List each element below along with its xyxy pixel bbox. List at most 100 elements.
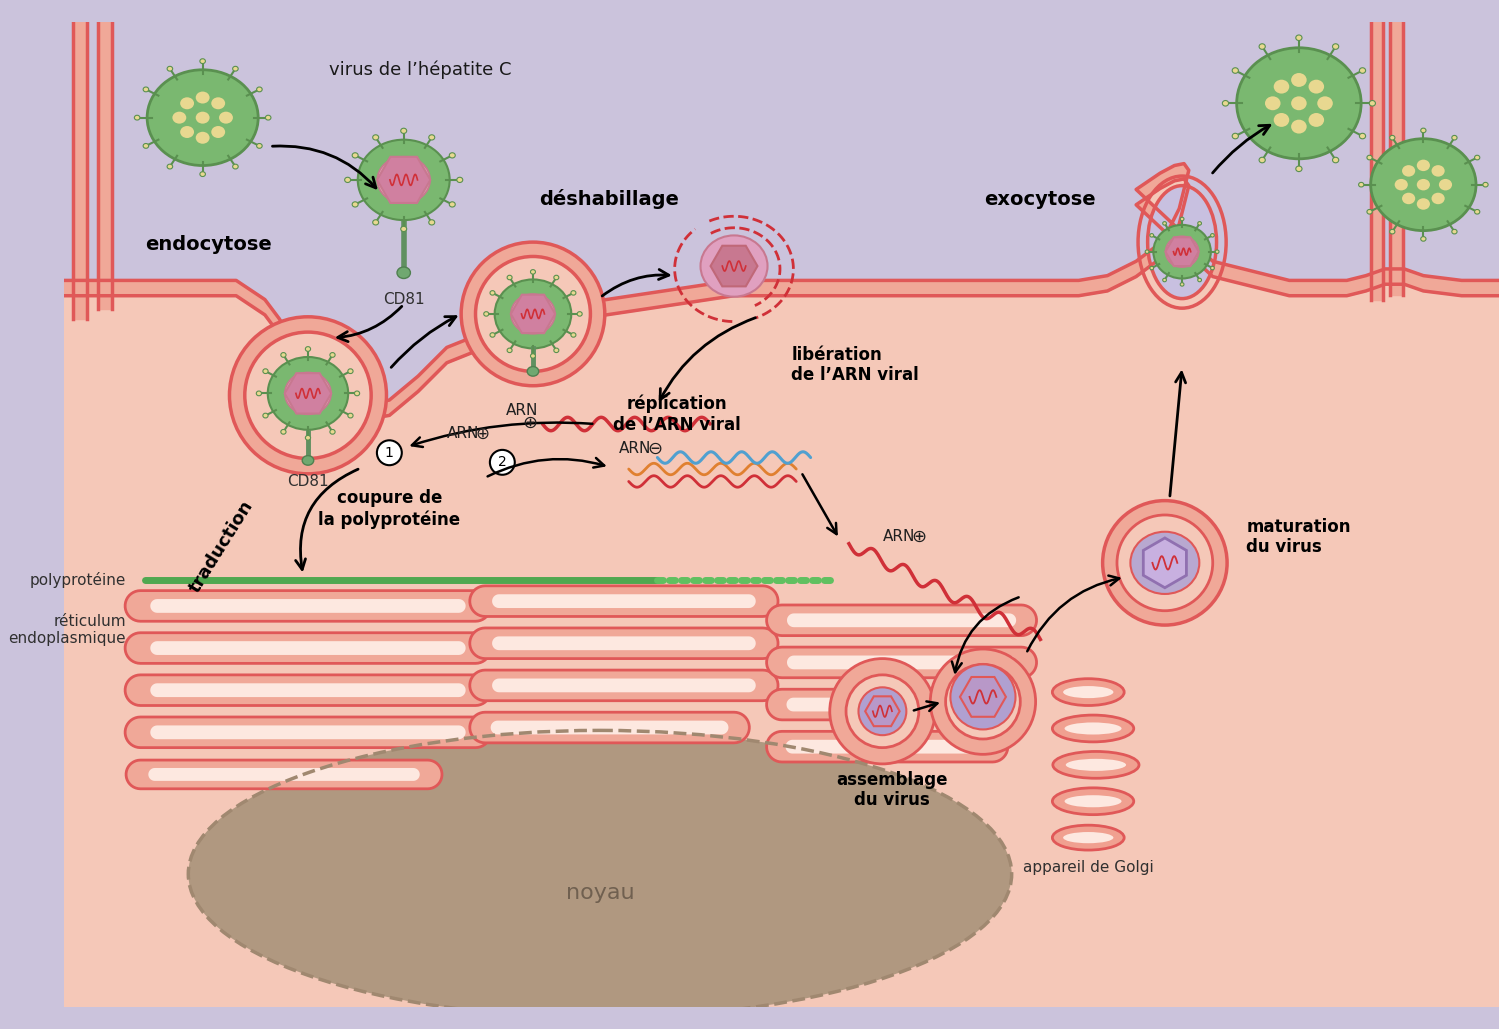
Ellipse shape [373,220,379,225]
Ellipse shape [1066,758,1126,771]
Ellipse shape [1309,79,1324,94]
Ellipse shape [1453,136,1457,140]
Ellipse shape [373,135,379,140]
Ellipse shape [1192,249,1198,254]
Ellipse shape [540,320,549,328]
Text: traduction: traduction [186,497,258,596]
Text: déshabillage: déshabillage [540,189,679,209]
Polygon shape [124,633,490,664]
Ellipse shape [1187,257,1193,262]
Ellipse shape [286,389,295,397]
Ellipse shape [531,354,535,358]
Polygon shape [785,740,989,753]
Ellipse shape [1211,267,1214,270]
Polygon shape [150,599,466,613]
Ellipse shape [199,172,205,177]
Polygon shape [766,647,1036,678]
Ellipse shape [553,276,559,280]
Ellipse shape [1052,788,1133,815]
Circle shape [475,256,591,371]
Ellipse shape [1148,187,1216,297]
Polygon shape [766,605,1036,636]
Ellipse shape [172,112,186,123]
Ellipse shape [1309,113,1324,127]
Ellipse shape [540,299,549,308]
Polygon shape [492,595,755,608]
Ellipse shape [1259,44,1265,49]
Ellipse shape [1232,68,1238,73]
Ellipse shape [303,404,312,413]
Ellipse shape [211,126,225,138]
Ellipse shape [180,98,193,109]
Ellipse shape [348,414,354,418]
Ellipse shape [199,59,205,64]
Text: coupure de
la polyprotéine: coupure de la polyprotéine [318,489,460,529]
Polygon shape [469,628,778,659]
Circle shape [376,440,402,465]
Polygon shape [126,760,442,789]
Ellipse shape [256,391,261,396]
Ellipse shape [399,158,409,168]
Ellipse shape [529,324,537,332]
Ellipse shape [256,143,262,148]
Ellipse shape [330,429,336,434]
Ellipse shape [544,310,553,318]
Polygon shape [865,697,899,726]
Ellipse shape [1295,166,1303,172]
Ellipse shape [519,299,526,308]
Ellipse shape [531,270,535,274]
Ellipse shape [507,276,513,280]
Ellipse shape [1198,221,1202,225]
Ellipse shape [1150,267,1154,270]
Ellipse shape [1178,238,1186,244]
Ellipse shape [1390,229,1396,234]
Ellipse shape [345,177,351,182]
Ellipse shape [1150,234,1154,237]
Ellipse shape [450,152,456,158]
Ellipse shape [379,176,390,184]
Ellipse shape [1052,751,1139,778]
Ellipse shape [571,332,576,338]
Text: appareil de Golgi: appareil de Golgi [1022,859,1154,875]
Ellipse shape [232,66,238,71]
Ellipse shape [1421,237,1426,241]
Polygon shape [150,683,466,697]
Ellipse shape [180,126,193,138]
Ellipse shape [1064,722,1121,735]
Ellipse shape [306,435,310,440]
Ellipse shape [1052,825,1124,850]
Ellipse shape [513,310,522,318]
Ellipse shape [1052,679,1124,706]
Ellipse shape [285,372,331,415]
Ellipse shape [1291,97,1307,110]
Ellipse shape [1064,795,1121,808]
Ellipse shape [352,202,358,207]
Text: libération
de l’ARN viral: libération de l’ARN viral [791,346,919,384]
Ellipse shape [1402,192,1415,204]
Ellipse shape [397,267,411,279]
Ellipse shape [1171,257,1177,262]
Polygon shape [711,246,757,286]
Polygon shape [492,678,755,693]
Polygon shape [150,641,466,654]
Polygon shape [469,670,778,701]
Polygon shape [492,636,755,650]
Ellipse shape [1211,234,1214,237]
Ellipse shape [1063,686,1114,698]
Ellipse shape [232,165,238,169]
Polygon shape [787,655,1016,669]
Polygon shape [378,156,430,203]
Ellipse shape [1417,179,1430,190]
Ellipse shape [1360,134,1366,139]
Text: exocytose: exocytose [985,189,1096,209]
Text: assemblage
du virus: assemblage du virus [836,771,947,810]
Text: 1: 1 [385,446,394,460]
Ellipse shape [166,165,172,169]
Ellipse shape [412,187,421,197]
Ellipse shape [1333,44,1339,49]
Polygon shape [766,732,1007,762]
Ellipse shape [571,290,576,295]
Text: réplication
de l’ARN viral: réplication de l’ARN viral [613,394,741,433]
Ellipse shape [450,202,456,207]
Ellipse shape [1052,715,1133,742]
